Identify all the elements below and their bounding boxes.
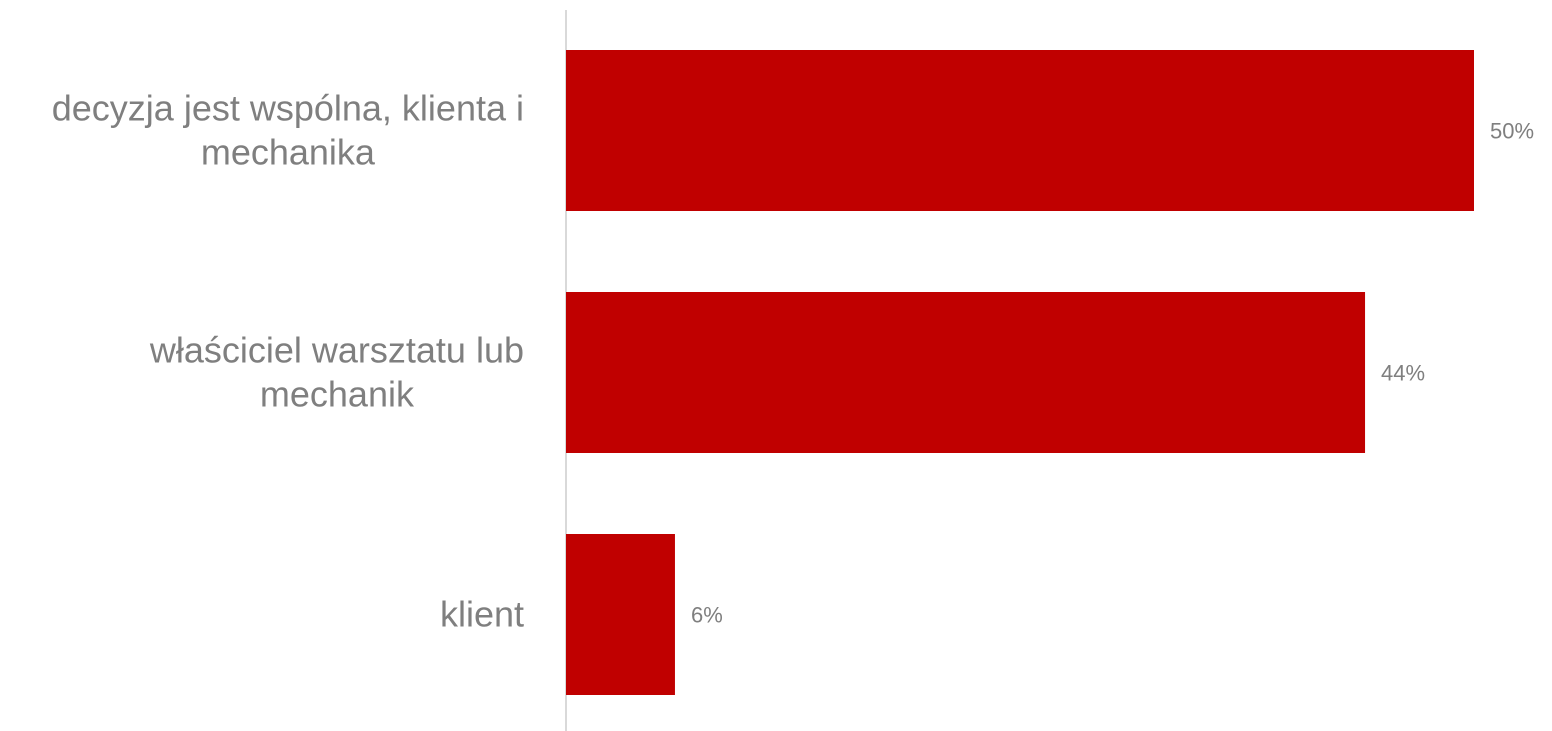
value-label-2: 44% — [1381, 361, 1425, 386]
category-label-line: decyzja jest wspólna, klienta i — [52, 88, 524, 129]
category-label-3: klient — [440, 594, 524, 635]
category-label-line: mechanik — [260, 374, 415, 415]
bars-group — [566, 50, 1474, 695]
bar-3 — [566, 534, 675, 695]
bar-2 — [566, 292, 1366, 453]
value-label-1: 50% — [1490, 119, 1534, 144]
value-labels-group: 50% 44% 6% — [691, 119, 1534, 628]
category-label-line: mechanika — [201, 132, 376, 173]
bar-1 — [566, 50, 1474, 211]
category-label-1: decyzja jest wspólna, klienta i mechanika — [52, 88, 524, 173]
category-label-2: właściciel warsztatu lub mechanik — [149, 330, 524, 415]
category-label-line: klient — [440, 594, 524, 635]
category-label-line: właściciel warsztatu lub — [149, 330, 524, 371]
value-label-3: 6% — [691, 603, 723, 628]
category-labels-group: decyzja jest wspólna, klienta i mechanika… — [52, 88, 524, 635]
